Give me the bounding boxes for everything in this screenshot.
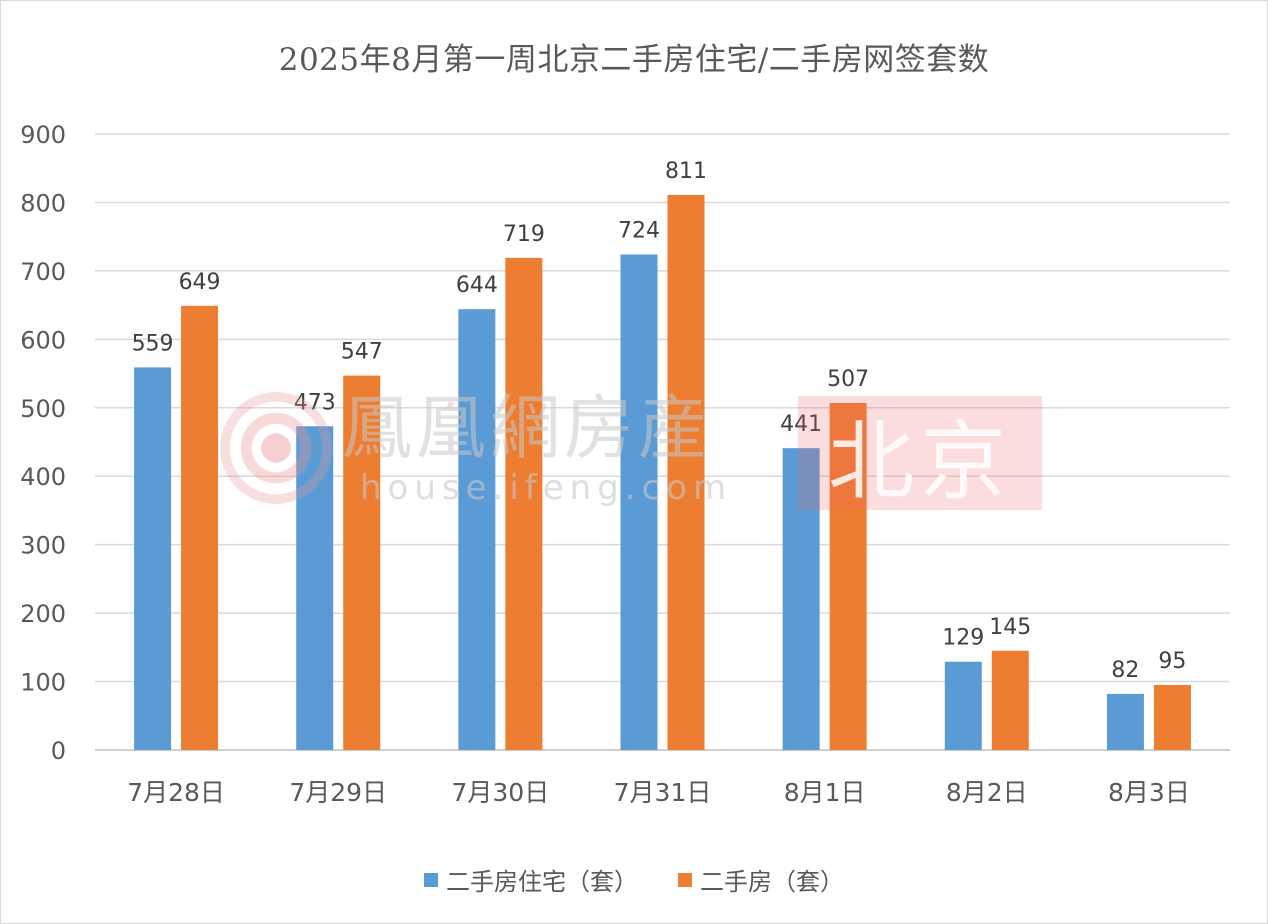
legend: 二手房住宅（套） 二手房（套） [0,862,1268,897]
y-tick-label: 400 [20,463,66,491]
x-category-label: 8月2日 [946,778,1028,807]
data-label-series-2: 649 [179,270,221,295]
bar-series-2 [505,257,543,750]
bar-series-2 [181,305,219,750]
data-label-series-1: 82 [1111,658,1139,683]
bar-series-1 [1106,693,1144,750]
bar-series-1 [458,309,496,750]
data-label-series-2: 547 [341,340,383,365]
y-tick-label: 100 [20,669,66,697]
x-category-label: 8月3日 [1108,778,1190,807]
bar-series-2 [829,402,867,750]
legend-label-series-2: 二手房（套） [700,868,844,896]
y-tick-label: 700 [20,258,66,286]
x-category-label: 7月28日 [127,778,225,807]
data-label-series-2: 719 [503,222,545,247]
y-tick-label: 500 [20,395,66,423]
y-tick-label: 900 [20,121,66,149]
data-label-series-2: 95 [1158,649,1186,674]
y-tick-label: 200 [20,600,66,628]
x-axis-categories: 7月28日 7月29日 7月30日 7月31日 8月1日 8月2日 8月3日 [127,778,1190,807]
bar-series-1 [944,661,982,750]
bar-series-1 [782,448,820,750]
x-category-label: 7月29日 [289,778,387,807]
legend-label-series-1: 二手房住宅（套） [446,868,638,896]
data-label-series-2: 145 [989,615,1031,640]
bar-series-2 [667,194,705,751]
y-tick-label: 800 [20,189,66,217]
y-axis-ticks: 0 100 200 300 400 500 600 700 800 900 [20,121,66,765]
data-label-series-2: 811 [665,159,707,184]
x-category-label: 7月31日 [614,778,712,807]
chart-title: 2025年8月第一周北京二手房住宅/二手房网签套数 [278,42,990,78]
legend-item-series-1: 二手房住宅（套） [424,862,638,897]
bars [134,194,1191,751]
legend-swatch-series-1 [424,872,438,887]
y-tick-label: 0 [51,737,66,765]
y-tick-label: 300 [20,532,66,560]
data-label-series-1: 644 [456,273,498,298]
data-label-series-1: 724 [618,218,660,243]
data-label-series-1: 129 [942,626,984,651]
data-label-series-2: 507 [827,367,869,392]
x-category-label: 8月1日 [784,778,866,807]
y-tick-label: 600 [20,326,66,354]
bar-series-2 [991,650,1029,750]
bar-series-2 [343,375,381,750]
bar-series-1 [296,426,334,750]
bar-series-1 [620,254,658,750]
data-label-series-1: 473 [294,390,336,415]
bar-series-1 [134,367,172,750]
legend-swatch-series-2 [678,872,692,887]
x-category-label: 7月30日 [451,778,549,807]
legend-item-series-2: 二手房（套） [678,862,844,897]
data-label-series-1: 559 [132,331,174,356]
bar-series-2 [1153,684,1191,750]
data-label-series-1: 441 [780,412,822,437]
gridlines [95,133,1230,751]
